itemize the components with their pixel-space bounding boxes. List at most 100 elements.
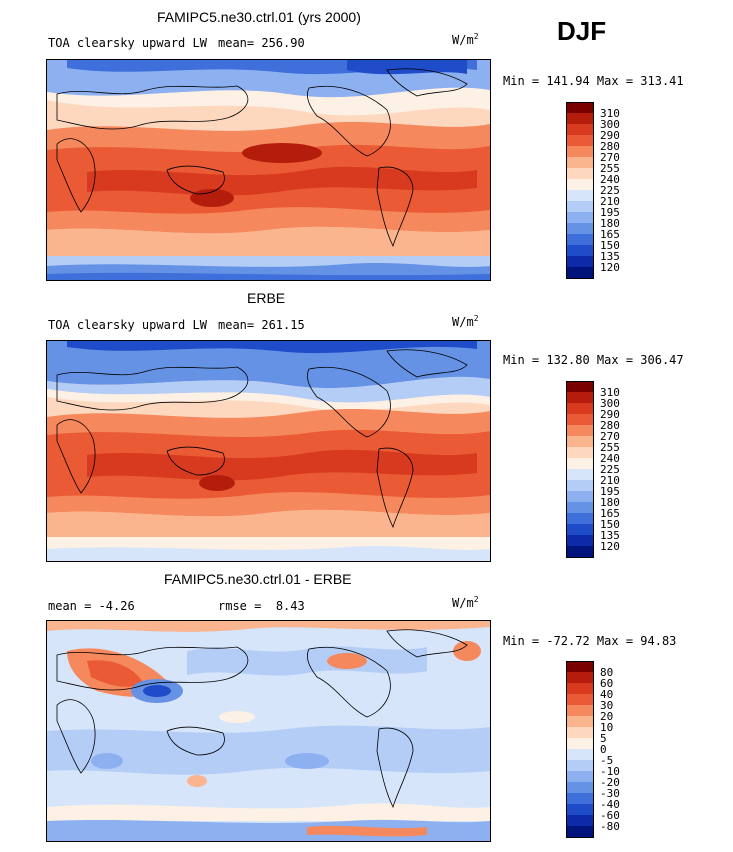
colorbar-tick-label: 20	[600, 709, 614, 723]
stat-value: 8.43	[275, 599, 305, 613]
colorbar-tick-label: 280	[600, 139, 620, 153]
unit-label: W/m2	[452, 314, 479, 329]
colorbar-tick-label: 270	[600, 429, 620, 443]
colorbar-tick-label: 30	[600, 698, 614, 712]
stat-label: mean=	[218, 318, 255, 332]
map-plot	[47, 60, 490, 280]
colorbar-tick-label: 195	[600, 205, 620, 219]
colorbar-tick-label: 195	[600, 484, 620, 498]
colorbar-swatch	[566, 447, 594, 459]
colorbar-tick-label: 165	[600, 227, 620, 241]
colorbar-swatch	[566, 146, 594, 158]
unit-exp: 2	[473, 314, 479, 323]
colorbar-swatch	[566, 815, 594, 827]
mean-label: mean = -4.26	[48, 599, 135, 613]
colorbar-swatch	[566, 458, 594, 470]
unit-base: W/m	[452, 33, 474, 47]
colorbar-swatch	[566, 749, 594, 761]
colorbar-swatch	[566, 381, 594, 393]
colorbar-swatch	[566, 782, 594, 794]
colorbar-tick-label: 210	[600, 194, 620, 208]
colorbar-swatch	[566, 661, 594, 673]
minmax-label: Min = -72.72 Max = 94.83	[503, 634, 677, 648]
colorbar-swatch	[566, 190, 594, 202]
colorbar-swatch	[566, 826, 594, 838]
colorbar-tick-label: 290	[600, 407, 620, 421]
colorbar-tick-label: 225	[600, 183, 620, 197]
colorbar-swatch	[566, 267, 594, 279]
colorbar-tick-label: -30	[600, 786, 620, 800]
colorbar-tick-label: 310	[600, 106, 620, 120]
colorbar-tick-label: 255	[600, 440, 620, 454]
panel-title: FAMIPC5.ne30.ctrl.01 (yrs 2000)	[157, 9, 361, 25]
colorbar-swatch	[566, 804, 594, 816]
colorbar-tick-label: 240	[600, 451, 620, 465]
colorbar-model: 310 300 290 280 270 255 240 225 210 195 180 165 150 1…	[566, 102, 646, 279]
colorbar-tick-label: 290	[600, 128, 620, 142]
colorbar-swatch	[566, 436, 594, 448]
map-model	[46, 59, 491, 281]
rmse-label: rmse = 8.43	[218, 599, 305, 613]
unit-label: W/m2	[452, 32, 479, 47]
colorbar-swatch	[566, 245, 594, 257]
colorbar-swatch	[566, 683, 594, 695]
panel-title: FAMIPC5.ne30.ctrl.01 - ERBE	[164, 571, 352, 587]
colorbar-swatch	[566, 157, 594, 169]
colorbar-swatch	[566, 223, 594, 235]
map-plot	[47, 621, 490, 841]
colorbar-swatch	[566, 234, 594, 246]
colorbar-tick-label: 40	[600, 687, 614, 701]
unit-exp: 2	[473, 32, 479, 41]
stat-label: rmse =	[218, 599, 262, 613]
map-observed	[46, 340, 491, 562]
minmax-label: Min = 141.94 Max = 313.41	[503, 74, 684, 88]
colorbar-tick-label: -10	[600, 764, 620, 778]
colorbar-swatch	[566, 705, 594, 717]
colorbar-tick-label: -40	[600, 797, 620, 811]
colorbar-swatch	[566, 502, 594, 514]
colorbar-tick-label: 120	[600, 539, 620, 553]
stat-value: 261.15	[261, 318, 305, 332]
colorbar-tick-label: 0	[600, 742, 607, 756]
colorbar-tick-label: 180	[600, 495, 620, 509]
map-difference	[46, 620, 491, 842]
minmax-label: Min = 132.80 Max = 306.47	[503, 353, 684, 367]
mean-label: mean= 261.15	[218, 318, 305, 332]
unit-exp: 2	[473, 595, 479, 604]
colorbar-tick-label: 150	[600, 238, 620, 252]
mean-label: mean= 256.90	[218, 36, 305, 50]
map-plot	[47, 341, 490, 561]
colorbar-swatch	[566, 524, 594, 536]
colorbar-tick-label: 300	[600, 396, 620, 410]
colorbar-tick-label: 225	[600, 462, 620, 476]
colorbar-swatch	[566, 135, 594, 147]
variable-label: TOA clearsky upward LW	[48, 36, 207, 50]
colorbar-swatch	[566, 212, 594, 224]
stat-value: 256.90	[261, 36, 305, 50]
colorbar-tick-label: 210	[600, 473, 620, 487]
colorbar-swatch	[566, 469, 594, 481]
colorbar-swatch	[566, 392, 594, 404]
colorbar-swatch	[566, 480, 594, 492]
panel-title: ERBE	[247, 290, 286, 306]
colorbar-swatch	[566, 179, 594, 191]
colorbar-swatch	[566, 535, 594, 547]
colorbar-swatch	[566, 716, 594, 728]
colorbar-swatch	[566, 168, 594, 180]
stat-label: mean=	[218, 36, 255, 50]
colorbar-swatch	[566, 124, 594, 136]
colorbar-tick-label: 165	[600, 506, 620, 520]
unit-label: W/m2	[452, 595, 479, 610]
colorbar-swatch	[566, 793, 594, 805]
colorbar-tick-label: 240	[600, 172, 620, 186]
variable-label: TOA clearsky upward LW	[48, 318, 207, 332]
colorbar-swatch	[566, 513, 594, 525]
unit-base: W/m	[452, 315, 474, 329]
unit-base: W/m	[452, 596, 474, 610]
colorbar-swatch	[566, 425, 594, 437]
colorbar-observed: 310 300 290 280 270 255 240 225 210 195 180 165 150 1…	[566, 381, 646, 558]
colorbar-difference: 80 60 40 30 20 10 5 0 -5 -10 -20 -30 -40 -60 -80	[566, 661, 646, 838]
colorbar-tick-label: -80	[600, 819, 620, 833]
colorbar-swatch	[566, 546, 594, 558]
colorbar-tick-label: 10	[600, 720, 614, 734]
